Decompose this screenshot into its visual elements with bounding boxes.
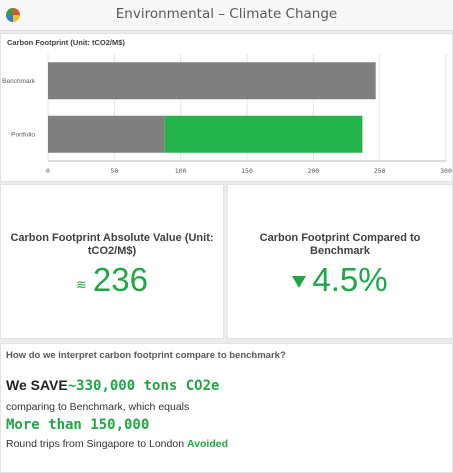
x-tick-label: 200 xyxy=(307,167,319,175)
save-prefix: We SAVE xyxy=(6,377,68,393)
carbon-footprint-chart-panel[interactable]: Carbon Footprint (Unit: tCO2/M$) 0 50 100 1… xyxy=(1,34,452,181)
kpi-absolute-value-row: ≋ 236 xyxy=(1,261,223,299)
kpi-absolute-value-panel[interactable]: Carbon Footprint Absolute Value (Unit: t… xyxy=(1,185,223,338)
interpretation-panel[interactable]: How do we interpret carbon footprint com… xyxy=(1,344,452,472)
x-tick-label: 150 xyxy=(241,167,253,175)
kpi-compared-title: Carbon Footprint Compared to Benchmark xyxy=(259,232,421,257)
chart-title: Carbon Footprint (Unit: tCO2/M$) xyxy=(7,38,125,47)
triangle-down-icon xyxy=(292,275,307,288)
app-logo-icon[interactable] xyxy=(5,7,21,23)
trips-line: Round trips from Singapore to London Avo… xyxy=(6,438,228,450)
save-line: We SAVE~330,000 tons CO2e xyxy=(6,377,219,394)
comparing-text: comparing to Benchmark, which equals xyxy=(6,401,190,413)
kpi-compared-panel[interactable]: Carbon Footprint Compared to Benchmark 4… xyxy=(228,185,452,338)
bar-portfolio-0 xyxy=(48,115,165,153)
trips-text: Round trips from Singapore to London xyxy=(6,438,187,450)
kpi-compared-value-row: 4.5% xyxy=(228,261,452,299)
y-category-label: Portfolio xyxy=(11,131,35,138)
bar-benchmark-0 xyxy=(48,62,376,100)
carbon-footprint-bar-chart[interactable]: 0 50 100 150 200 250 300 Benchmark Portfolio xyxy=(1,34,452,181)
x-tick-label: 250 xyxy=(374,167,386,175)
app-header: Environmental – Climate Change xyxy=(0,0,453,31)
x-tick-label: 100 xyxy=(175,167,187,175)
x-tick-label: 0 xyxy=(46,167,50,175)
interpretation-question: How do we interpret carbon footprint com… xyxy=(6,350,286,361)
approx-icon: ≋ xyxy=(76,277,87,292)
avoided-text: Avoided xyxy=(186,438,228,450)
x-tick-label: 300 xyxy=(440,167,452,175)
kpi-compared-value: 4.5% xyxy=(312,261,388,298)
y-category-label: Benchmark xyxy=(2,78,36,85)
more-than-text: More than 150,000 xyxy=(6,417,150,433)
kpi-absolute-title: Carbon Footprint Absolute Value (Unit: t… xyxy=(10,232,214,257)
kpi-absolute-value: 236 xyxy=(92,261,148,298)
bar-portfolio-1 xyxy=(164,115,363,153)
x-tick-label: 50 xyxy=(110,167,118,175)
save-amount: ~330,000 tons CO2e xyxy=(67,378,220,394)
page-title: Environmental – Climate Change xyxy=(115,6,338,22)
